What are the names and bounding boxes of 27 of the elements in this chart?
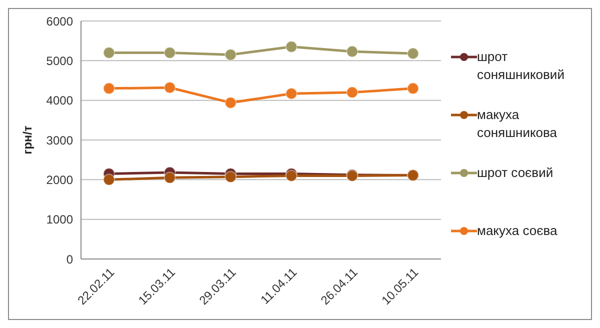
- y-axis-title: грн/т: [20, 125, 34, 154]
- y-tick-label: 4000: [46, 94, 74, 108]
- point: [224, 170, 237, 183]
- legend-label: макуха соєва: [477, 222, 558, 240]
- point: [164, 172, 176, 184]
- y-tick-label: 0: [66, 252, 74, 266]
- point: [407, 48, 419, 60]
- point: [224, 96, 237, 109]
- y-tick-label: 6000: [46, 14, 74, 28]
- point: [285, 88, 298, 100]
- legend-label: шрот соняшниковий: [477, 48, 566, 84]
- y-tick-label: 5000: [46, 54, 74, 68]
- y-tick-label: 2000: [46, 172, 74, 187]
- point: [103, 46, 115, 59]
- point: [285, 40, 298, 53]
- legend-label: макуха соняшникова: [477, 106, 558, 142]
- point: [346, 86, 358, 98]
- point: [164, 82, 176, 94]
- y-tick-label: 3000: [46, 133, 74, 148]
- legend-label: шрот соєвий: [477, 164, 554, 182]
- y-tick-label: 1000: [46, 212, 74, 227]
- point: [224, 48, 237, 61]
- point: [103, 174, 115, 186]
- point: [103, 82, 115, 94]
- point: [346, 46, 358, 58]
- point: [164, 46, 176, 59]
- point: [407, 82, 419, 94]
